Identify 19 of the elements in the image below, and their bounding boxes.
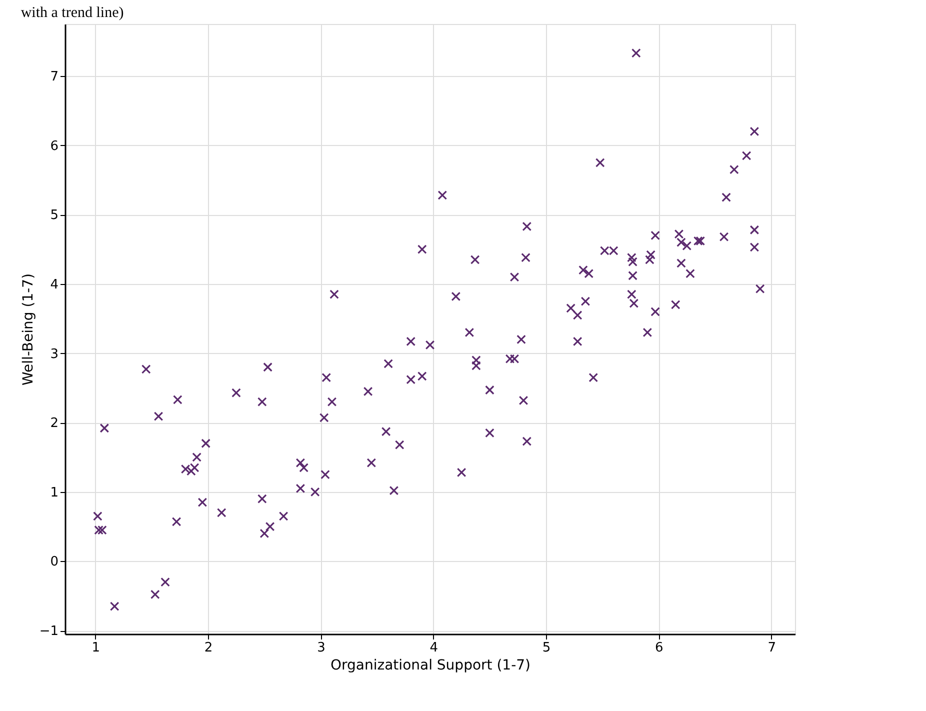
y-tick-label: 6	[50, 138, 58, 154]
x-tick-label: 1	[92, 640, 100, 656]
y-tick-label: −1	[39, 624, 58, 640]
x-tick-label: 5	[542, 640, 551, 656]
x-tick-label: 4	[430, 640, 438, 656]
x-axis-title: Organizational Support (1-7)	[330, 658, 531, 674]
chart-title: with a trend line)	[20, 5, 124, 21]
y-tick-label: 1	[50, 485, 58, 500]
x-tick-label: 6	[655, 640, 664, 656]
y-tick-label: 7	[50, 69, 58, 84]
x-tick-label: 2	[204, 640, 213, 656]
y-tick-label: 4	[50, 277, 58, 292]
x-tick-label: 3	[317, 640, 326, 656]
y-axis-title: Well-Being (1-7)	[20, 273, 36, 386]
y-tick-label: 3	[50, 346, 58, 362]
y-tick-label: 2	[50, 416, 58, 432]
y-tick-label: 5	[50, 208, 58, 224]
y-tick-label: 0	[50, 554, 58, 570]
x-tick-label: 7	[768, 640, 776, 656]
